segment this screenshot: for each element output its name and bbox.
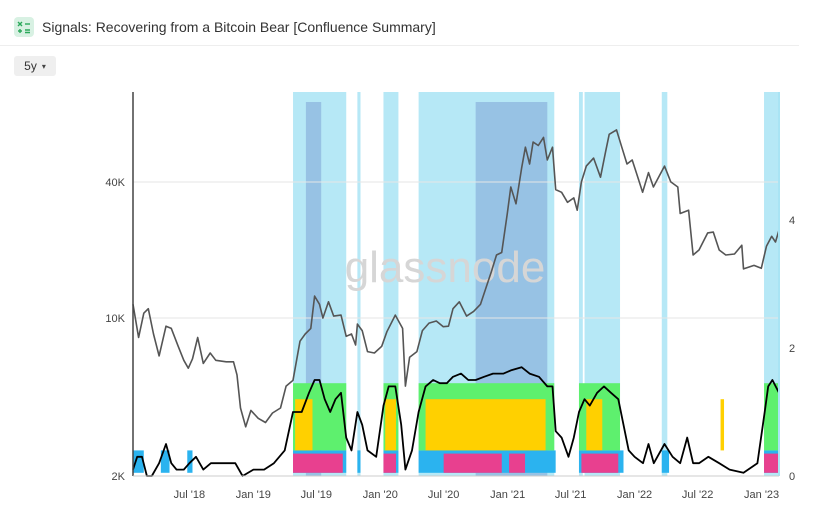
y-right-tick-label: 0 [789,471,795,483]
x-tick-label: Jan '22 [617,489,652,501]
region-pos-regime-9 [764,92,779,476]
y-left-tick-label: 40K [105,177,125,189]
region-pos-strong-1 [305,102,322,476]
region-pos-regime-8 [661,92,668,476]
x-tick-label: Jan '19 [236,489,271,501]
band-pink-3-0 [293,453,343,473]
band-yellow-2-3 [586,399,603,451]
band-pink-3-4 [581,453,619,473]
timerange-label: 5y [24,59,37,73]
band-yellow-2-4 [720,399,725,451]
band-blue-0-8 [661,450,670,473]
header-divider [0,45,799,46]
band-green-1-4 [764,383,779,451]
y-left-tick-label: 2K [112,471,126,483]
chart-title: Signals: Recovering from a Bitcoin Bear … [42,19,436,35]
lines-layer [132,129,780,477]
region-pos-regime-2 [357,92,361,476]
region-pos-regime-3 [383,92,399,476]
x-tick-label: Jan '20 [363,489,398,501]
bands-layer [133,383,779,473]
axes-layer: 2K 10K 40K 0 2 4 Jul '18 Jan '19 Jul '19 Jan '20 J… [105,92,795,501]
watermark: glassnode [345,243,546,292]
band-blue-0-0 [133,450,144,473]
band-pink-3-5 [764,453,779,473]
chart-header: Signals: Recovering from a Bitcoin Bear … [14,14,436,40]
timerange-dropdown[interactable]: 5y ▾ [14,56,56,76]
y-right-tick-label: 4 [789,215,795,227]
band-blue-0-4 [357,450,361,473]
band-yellow-2-1 [385,399,396,451]
x-tick-label: Jul '19 [301,489,332,501]
x-tick-label: Jul '22 [682,489,713,501]
region-pos-regime-6 [578,92,583,476]
x-tick-label: Jan '23 [744,489,779,501]
confluence-line [132,366,780,477]
x-tick-label: Jul '20 [428,489,459,501]
price-line [132,129,780,428]
band-blue-0-1 [160,450,170,473]
chevron-down-icon: ▾ [41,61,46,71]
band-pink-3-3 [509,453,526,473]
x-tick-label: Jul '18 [174,489,205,501]
y-right-tick-label: 2 [789,343,795,355]
signals-icon [14,17,34,37]
y-left-tick-label: 10K [105,313,125,325]
band-yellow-2-2 [425,399,546,451]
band-pink-3-1 [383,453,396,473]
band-pink-3-2 [443,453,502,473]
x-tick-label: Jul '21 [555,489,586,501]
x-tick-label: Jan '21 [490,489,525,501]
